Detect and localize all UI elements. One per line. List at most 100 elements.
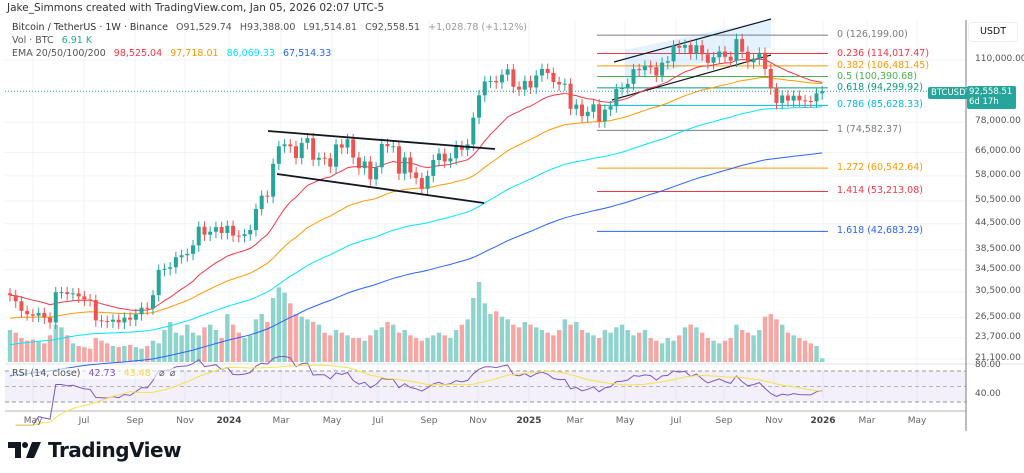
volume-bar xyxy=(820,358,825,362)
candle-body xyxy=(271,163,276,197)
volume-bar xyxy=(70,343,76,362)
candle xyxy=(202,221,207,242)
candle-body xyxy=(528,80,533,88)
legend-volume-row[interactable]: Vol · BTC 6.91 K xyxy=(12,35,97,46)
candle-body xyxy=(294,146,298,159)
candle xyxy=(682,39,687,55)
legend-rsi-row[interactable]: RSI (14, close) 42.73 43.48 ⌀ ⌀ xyxy=(12,368,181,379)
candle xyxy=(191,240,196,261)
candle-body xyxy=(191,245,196,254)
legend-ema-row[interactable]: EMA 20/50/100/200 98,525.04 97,718.01 86… xyxy=(12,48,336,59)
flag-lower-trendline[interactable] xyxy=(276,173,485,204)
candle-body xyxy=(620,87,625,90)
volume-bar xyxy=(105,343,110,362)
volume-bar xyxy=(299,316,304,362)
candle xyxy=(780,90,785,110)
candle xyxy=(814,87,819,108)
flag-upper-trendline[interactable] xyxy=(267,130,496,150)
fib-level-label: 1.414 (53,213.08) xyxy=(837,185,923,197)
hidden-eye-icon[interactable]: ⌀ xyxy=(158,368,165,379)
candle-body xyxy=(76,293,81,297)
candle xyxy=(196,221,201,252)
time-tick: Mar xyxy=(858,416,876,426)
volume-bar xyxy=(579,330,585,362)
candle-body xyxy=(242,234,247,237)
candle xyxy=(253,203,258,237)
candle-body xyxy=(700,45,705,55)
candle xyxy=(425,170,430,196)
candle-body xyxy=(122,317,127,323)
candle-body xyxy=(93,300,98,321)
candle-body xyxy=(591,104,596,112)
volume-bar xyxy=(368,335,373,362)
candle xyxy=(70,288,75,301)
currency-button[interactable]: USDT xyxy=(968,22,1018,42)
candle xyxy=(671,40,676,68)
candle-body xyxy=(791,95,796,101)
candle xyxy=(179,249,184,264)
fibonacci-retracement[interactable] xyxy=(597,34,828,232)
candle-body xyxy=(213,227,218,232)
volume-bar xyxy=(362,340,367,362)
volume-bar xyxy=(482,303,487,362)
volume-bar xyxy=(242,338,247,362)
ema-50-line xyxy=(9,76,823,319)
volume-bar xyxy=(522,322,527,362)
candle-body xyxy=(671,45,676,62)
candle-body xyxy=(328,158,333,167)
time-tick: May xyxy=(907,416,927,426)
candle xyxy=(305,132,310,150)
candle xyxy=(688,39,693,60)
candle-body xyxy=(494,80,499,83)
candle xyxy=(557,76,562,91)
volume-bar xyxy=(762,316,768,362)
volume-bar xyxy=(488,314,493,362)
price-tick: 23,700.00 xyxy=(975,331,1021,342)
candle-body xyxy=(82,296,87,300)
candle xyxy=(654,61,659,83)
candle-body xyxy=(110,319,115,322)
volume-bar xyxy=(539,330,545,362)
candle xyxy=(459,140,464,157)
candle-body xyxy=(248,230,253,235)
volume-bar xyxy=(333,330,339,362)
candle xyxy=(551,67,556,89)
candle-body xyxy=(339,144,344,148)
candle-body xyxy=(654,67,659,76)
candle-body xyxy=(282,144,287,147)
candle-body xyxy=(208,231,213,235)
volume-bar xyxy=(59,327,64,362)
symbol-name[interactable]: Bitcoin / TetherUS · 1W · Binance xyxy=(12,22,168,33)
volume-bar xyxy=(219,338,224,362)
last-price-label: 92,558.51 6d 17h xyxy=(967,86,1016,109)
volume-bar xyxy=(648,338,653,362)
volume-bar xyxy=(694,327,699,362)
volume-bar xyxy=(276,287,282,362)
ema-200-line xyxy=(9,152,823,377)
candle xyxy=(288,139,293,153)
volume-bar xyxy=(717,343,722,362)
volume-bar xyxy=(465,319,470,362)
candle-body xyxy=(30,314,35,316)
candle-body xyxy=(774,88,779,103)
tradingview-logo[interactable]: TradingView xyxy=(8,438,182,462)
volume-bar xyxy=(156,343,161,362)
volume-bar xyxy=(785,332,791,362)
candle-body xyxy=(585,111,590,117)
hidden-eye-icon[interactable]: ⌀ xyxy=(169,368,176,379)
channel-upper-line[interactable] xyxy=(613,18,772,63)
volume-bar xyxy=(202,327,207,362)
candle xyxy=(585,106,590,123)
volume-bar xyxy=(791,335,796,362)
candle xyxy=(19,295,24,318)
candle xyxy=(665,55,670,70)
candle-body xyxy=(42,312,47,318)
candle-body xyxy=(534,75,539,88)
volume-bar xyxy=(408,335,413,362)
volume-bar xyxy=(802,340,808,362)
candle xyxy=(768,63,773,95)
volume-bar xyxy=(637,332,642,362)
volume-bar xyxy=(654,340,659,362)
ema-20-line xyxy=(9,58,823,311)
